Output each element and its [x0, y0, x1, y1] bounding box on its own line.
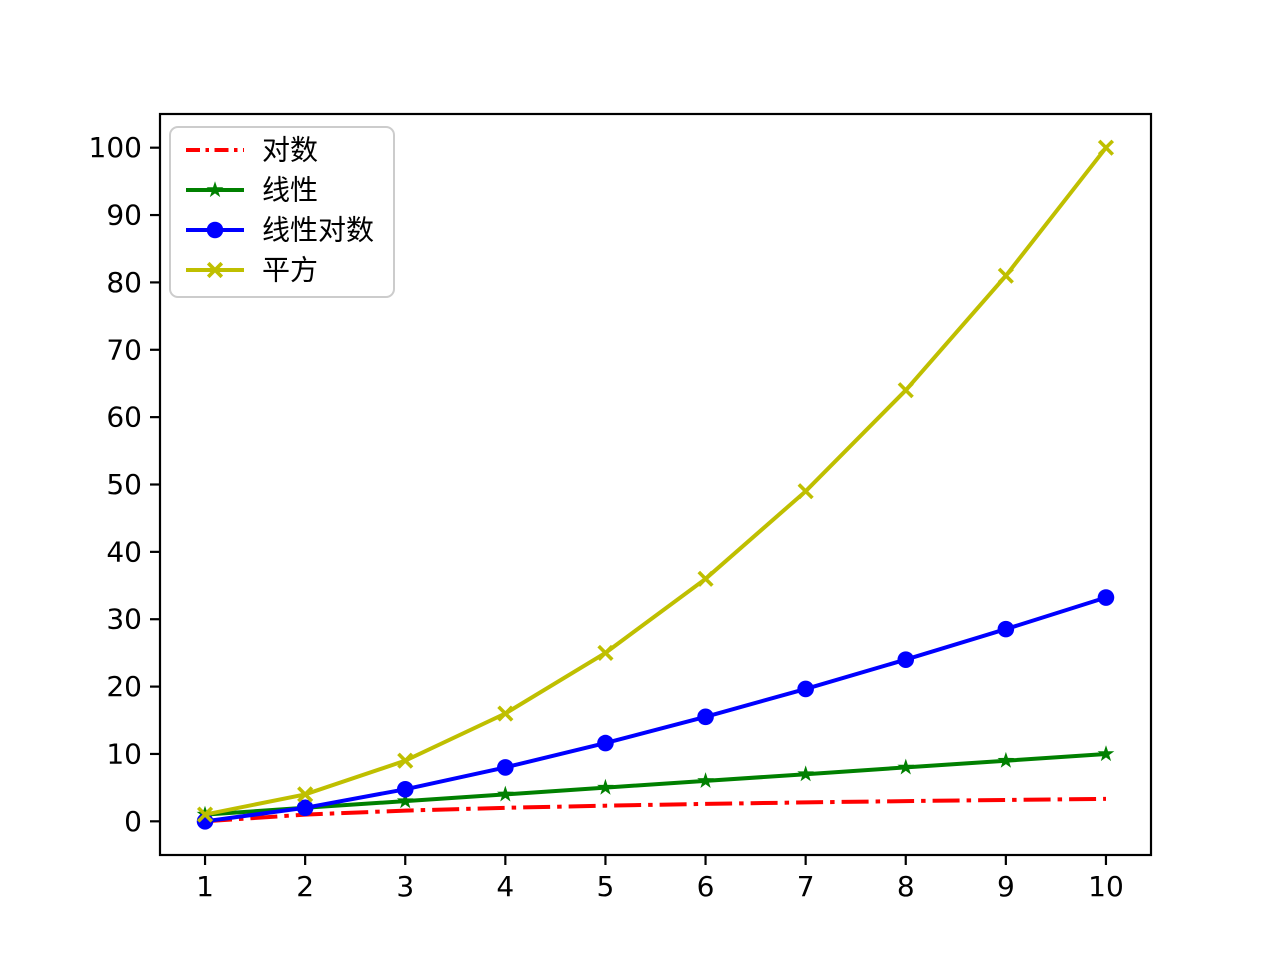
legend-label-linear-log: 线性对数: [262, 214, 374, 247]
legend-item-linear: 线性: [186, 174, 318, 207]
circle-marker: [697, 708, 714, 726]
y-tick-label: 40: [106, 535, 142, 568]
star-marker: [1097, 745, 1115, 762]
x-marker: [697, 570, 714, 587]
series-linear-log: [196, 589, 1115, 830]
x-marker: [597, 644, 614, 661]
x-marker: [297, 786, 314, 803]
legend-item-linear-log: 线性对数: [186, 214, 374, 247]
x-tick-label: 3: [396, 870, 414, 903]
circle-marker: [597, 734, 614, 752]
star-marker: [897, 758, 915, 775]
x-tick-label: 2: [296, 870, 314, 903]
star-marker: [697, 772, 714, 788]
legend-box: [169, 126, 395, 298]
x-tick-label: 9: [997, 870, 1015, 903]
x-tick-label: 8: [897, 870, 915, 903]
star-marker: [797, 765, 814, 782]
circle-marker: [396, 780, 414, 798]
x-tick-label: 1: [196, 870, 214, 903]
x-marker: [897, 382, 914, 399]
circle-marker: [897, 651, 915, 668]
star-marker: [997, 751, 1015, 768]
y-tick-label: 60: [106, 401, 142, 434]
y-tick-label: 100: [89, 131, 142, 164]
legend-label-linear: 线性: [262, 174, 318, 207]
circle-marker: [997, 620, 1015, 638]
y-tick-label: 30: [106, 603, 142, 636]
y-axis: 0 10 20 30 40 50 60 70 80 90 100: [89, 131, 160, 838]
y-tick-label: 20: [106, 670, 142, 703]
y-tick-label: 0: [124, 805, 142, 838]
x-tick-label: 4: [496, 870, 514, 903]
x-marker: [206, 261, 224, 279]
legend-label-log: 对数: [262, 134, 318, 167]
series-square: [196, 139, 1115, 823]
legend-item-log: 对数: [186, 134, 318, 167]
series-line-log: [204, 796, 1107, 824]
y-tick-label: 90: [106, 199, 142, 232]
y-tick-label: 70: [106, 333, 142, 366]
series-line-linear: [204, 752, 1107, 817]
circle-marker: [797, 680, 814, 698]
star-marker: [206, 181, 224, 198]
star-marker: [597, 778, 614, 795]
star-marker: [396, 792, 414, 809]
x-axis: 1 2 3 4 5 6 7 8 9 10: [196, 855, 1124, 903]
x-marker: [196, 806, 214, 823]
x-tick-label: 7: [797, 870, 815, 903]
circle-marker: [206, 221, 224, 239]
circle-marker: [296, 799, 314, 817]
x-tick-label: 5: [597, 870, 615, 903]
x-marker: [397, 752, 414, 769]
x-marker: [797, 483, 814, 500]
series-line-square: [204, 146, 1108, 817]
series-log: [204, 796, 1107, 824]
x-marker: [1097, 139, 1115, 156]
series-line-linear-log: [204, 595, 1107, 824]
x-tick-label: 10: [1088, 870, 1124, 903]
y-tick-label: 80: [106, 266, 142, 299]
x-tick-label: 6: [697, 870, 715, 903]
circle-marker: [1097, 589, 1115, 606]
y-tick-label: 50: [106, 468, 142, 501]
x-marker: [997, 267, 1014, 284]
star-marker: [497, 785, 514, 802]
y-tick-label: 10: [106, 737, 142, 770]
legend-item-square: 平方: [186, 254, 318, 287]
circle-marker: [497, 759, 514, 776]
legend-label-square: 平方: [262, 254, 318, 287]
x-marker: [497, 705, 514, 722]
